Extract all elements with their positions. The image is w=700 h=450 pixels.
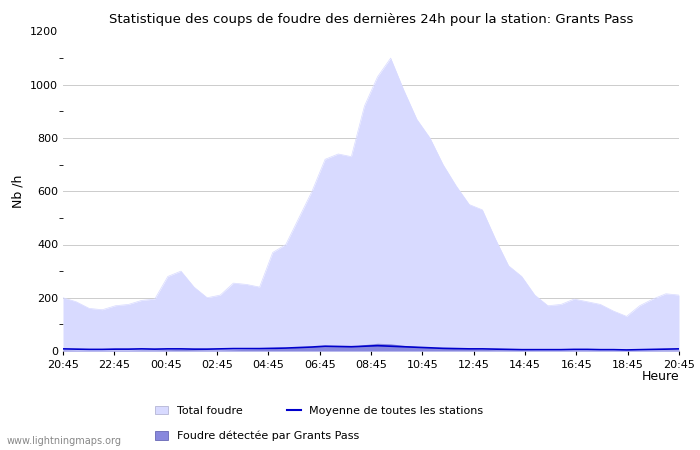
Legend: Foudre détectée par Grants Pass: Foudre détectée par Grants Pass — [155, 431, 359, 441]
Y-axis label: Nb /h: Nb /h — [11, 175, 25, 208]
Title: Statistique des coups de foudre des dernières 24h pour la station: Grants Pass: Statistique des coups de foudre des dern… — [108, 13, 634, 26]
Text: www.lightningmaps.org: www.lightningmaps.org — [7, 436, 122, 446]
Text: Heure: Heure — [641, 370, 679, 383]
